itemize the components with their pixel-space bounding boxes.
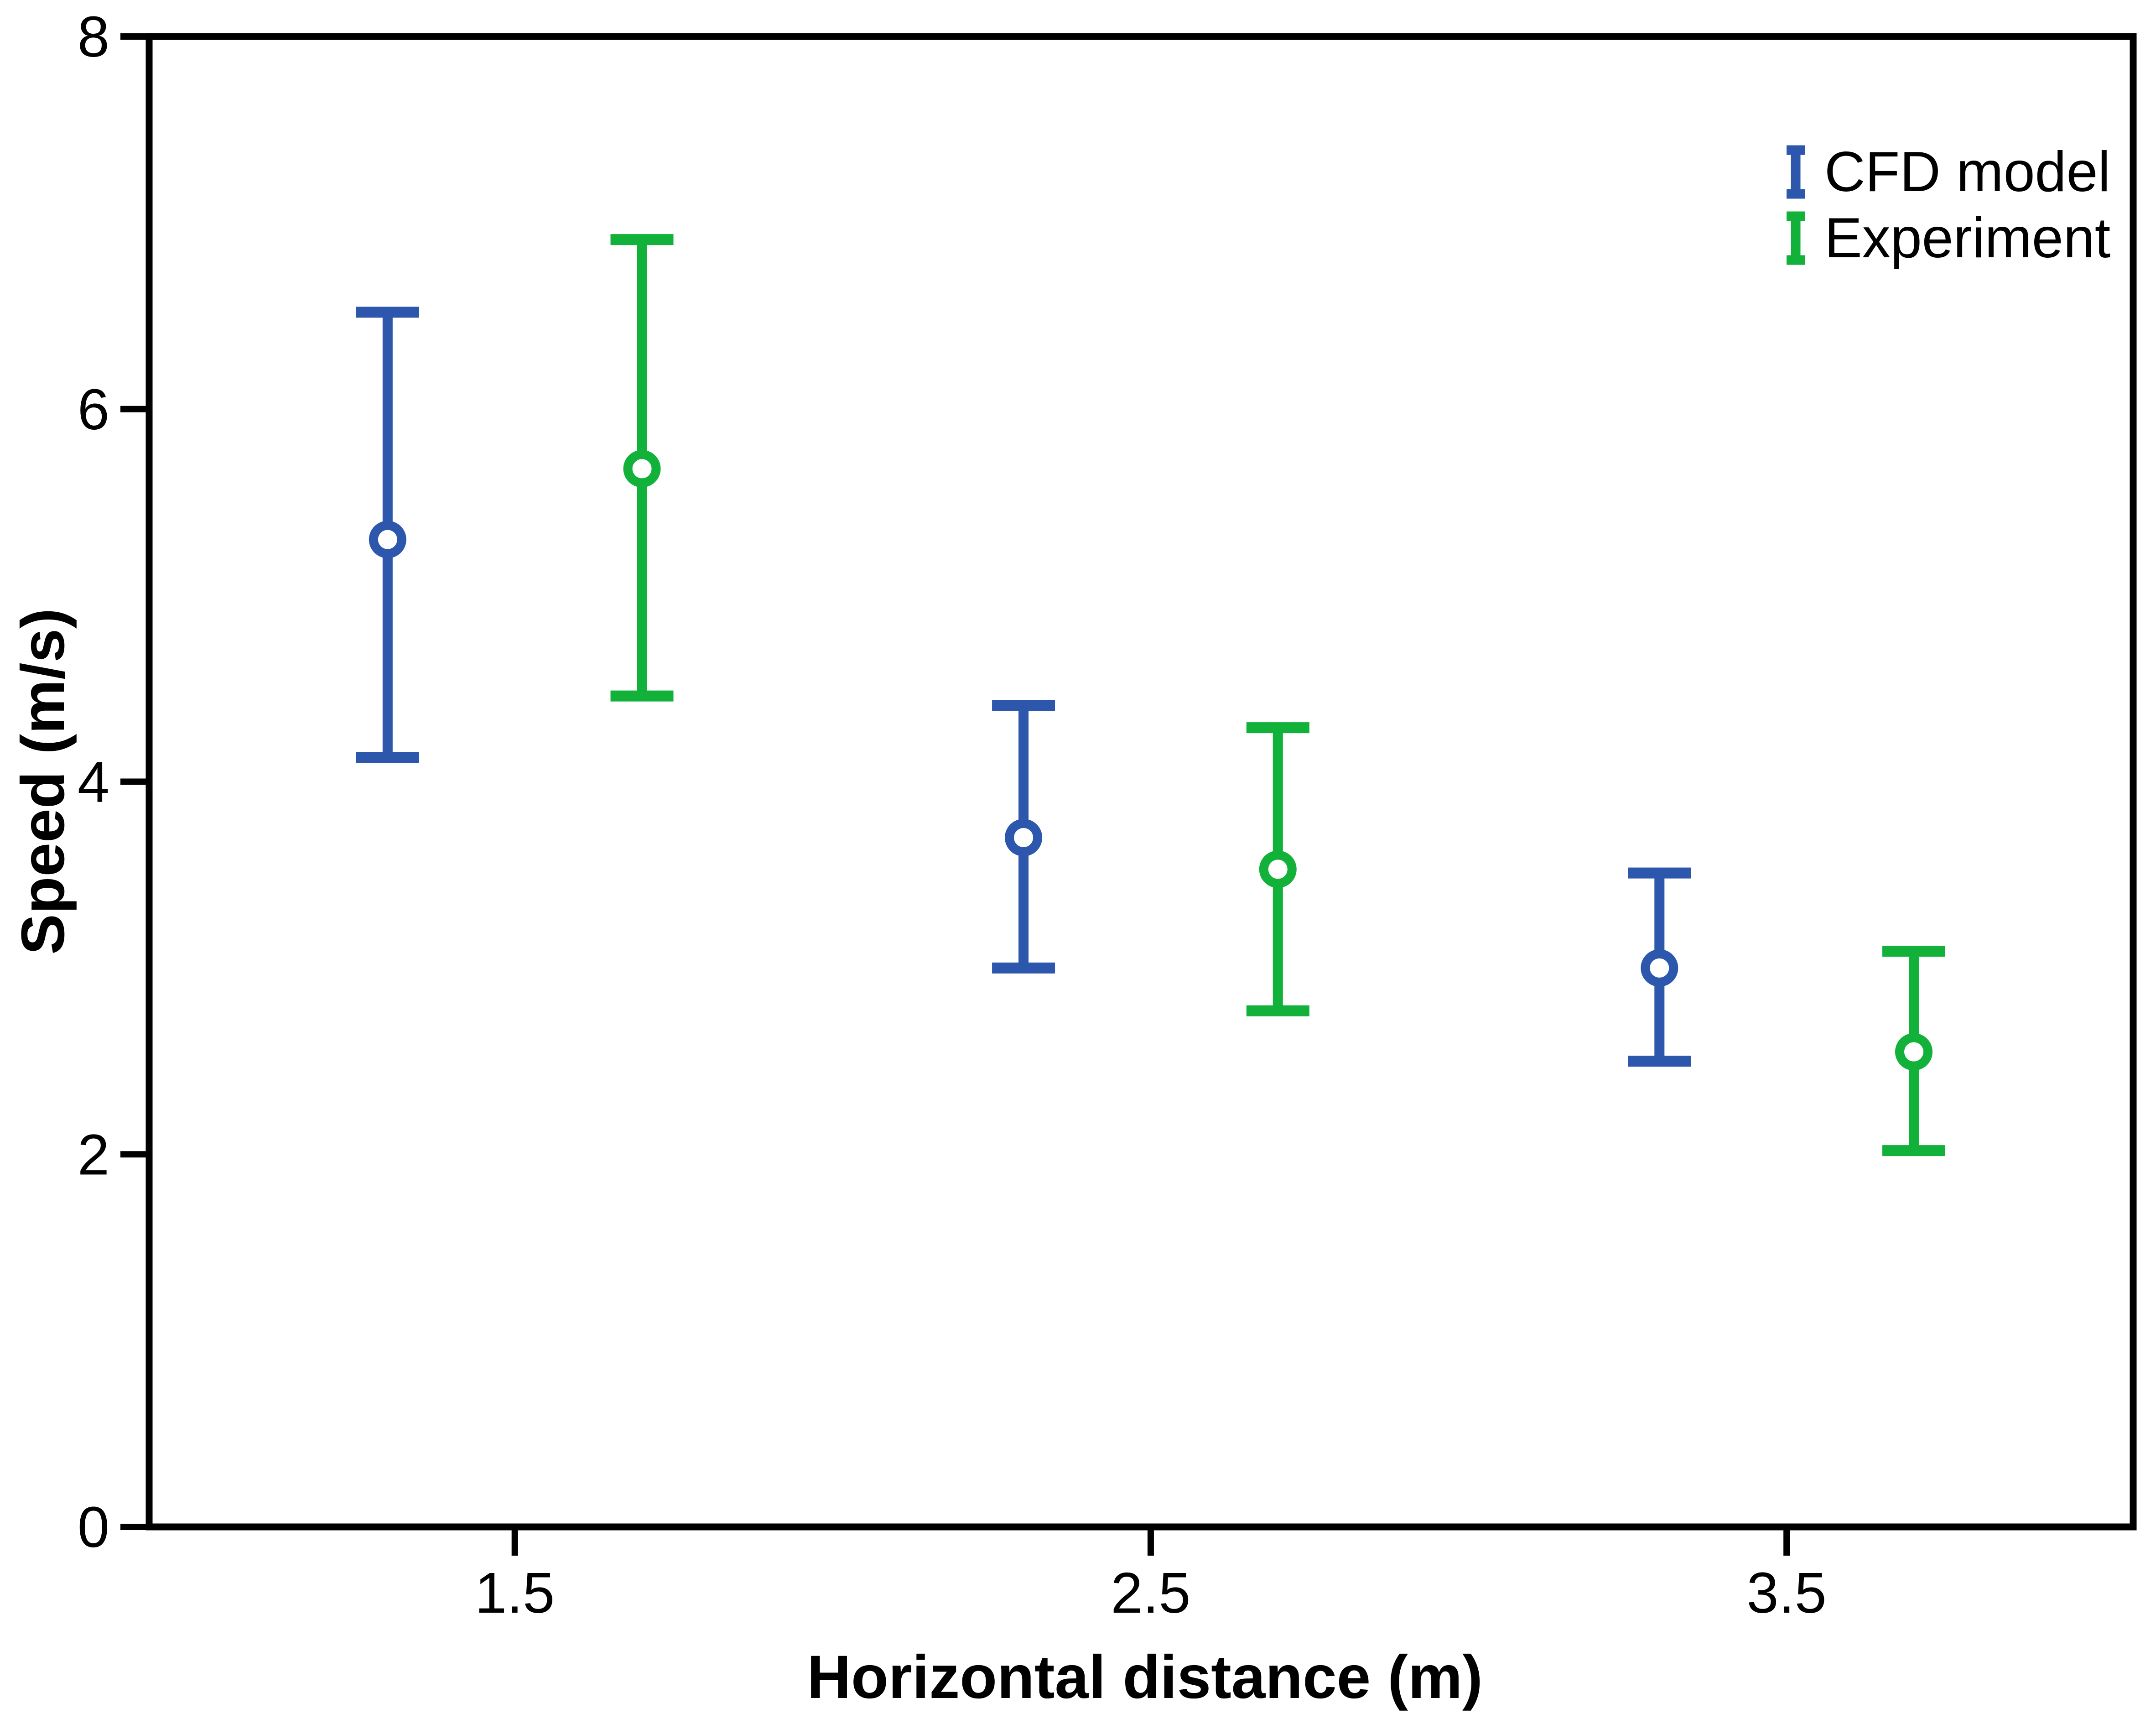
errorbar-cfd-model-1	[356, 307, 419, 763]
data-point-marker	[369, 521, 406, 558]
legend-entry-cfd-model: CFD model	[1787, 141, 2110, 203]
series-experiment	[610, 234, 1945, 1156]
data-point-marker	[1005, 819, 1043, 857]
errorbar-experiment-2	[1246, 722, 1309, 1016]
x-tick-label: 2.5	[1111, 1561, 1190, 1625]
legend-entry-experiment: Experiment	[1787, 207, 2110, 270]
data-point-marker	[623, 450, 661, 488]
y-tick-label: 8	[78, 5, 109, 69]
y-tick-label: 4	[78, 750, 109, 814]
errorbar-cfd-model-3	[1628, 867, 1691, 1067]
x-tick-label: 3.5	[1747, 1561, 1827, 1625]
errorbar-experiment-1	[610, 234, 674, 702]
errorbar-cfd-model-2	[992, 700, 1055, 974]
series-cfd-model	[356, 307, 1691, 1067]
data-point-marker	[1641, 949, 1678, 987]
data-point-marker	[1259, 850, 1297, 888]
legend-label-cfd-model: CFD model	[1824, 141, 2110, 203]
y-tick-label: 6	[78, 377, 109, 442]
data-point-marker	[1895, 1033, 1933, 1071]
x-axis-title: Horizontal distance (m)	[807, 1643, 1483, 1711]
series-layer	[356, 234, 1945, 1156]
y-tick-label: 2	[78, 1122, 109, 1187]
y-axis: 0 2 4 6 8	[78, 5, 149, 1559]
errorbar-experiment-3	[1882, 946, 1945, 1156]
y-tick-label: 0	[78, 1495, 109, 1559]
x-tick-label: 1.5	[475, 1561, 555, 1625]
legend-label-experiment: Experiment	[1824, 207, 2110, 270]
x-axis: 1.5 2.5 3.5	[475, 1527, 1827, 1625]
y-axis-title: Speed (m/s)	[9, 608, 77, 955]
